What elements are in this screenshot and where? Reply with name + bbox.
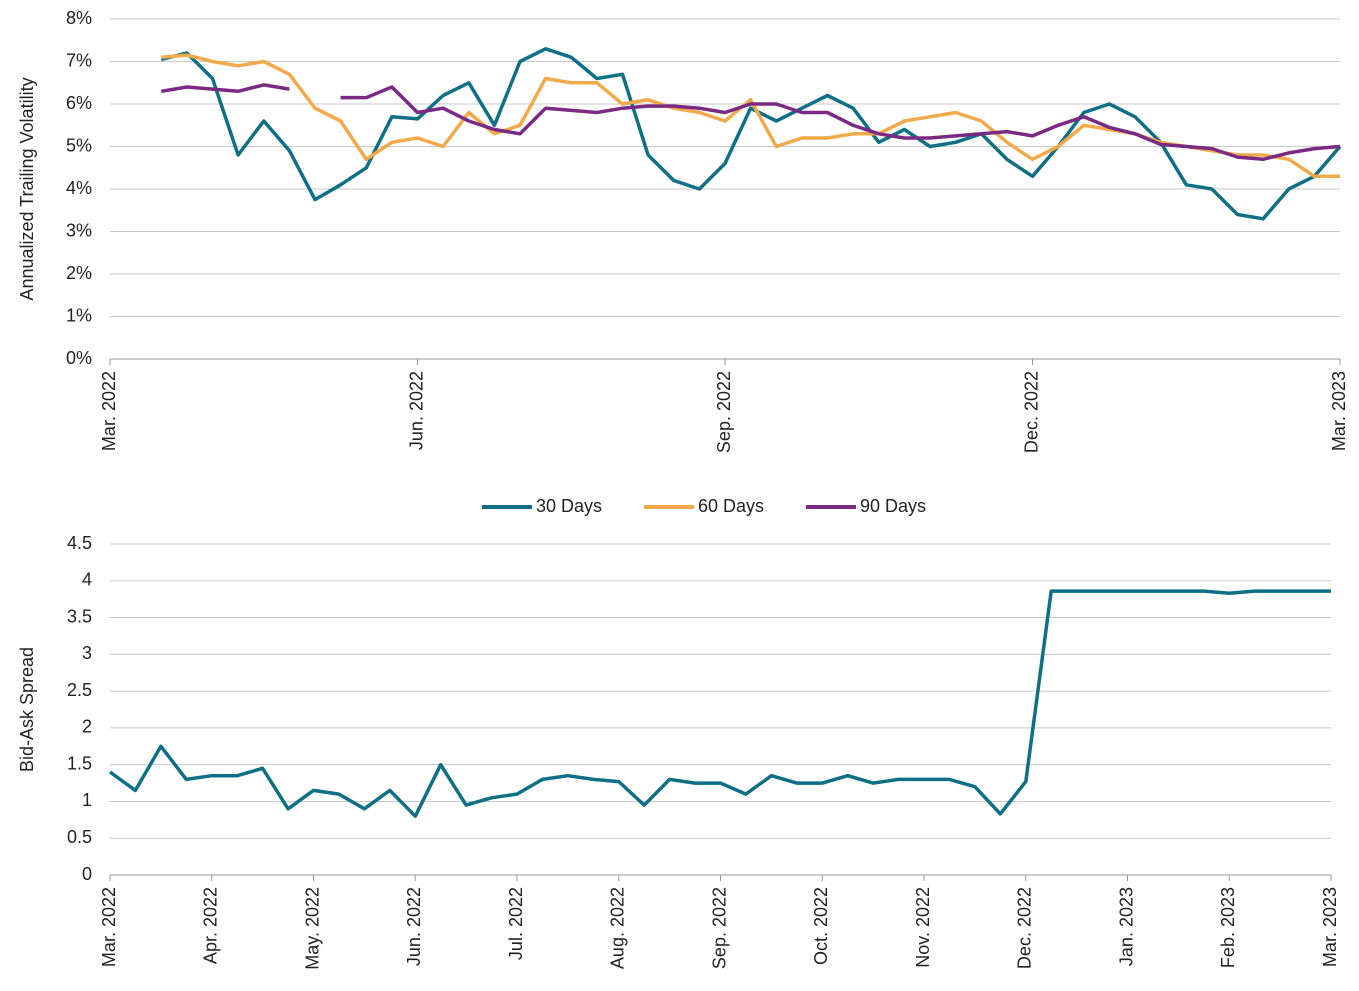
legend-label: 90 Days <box>860 496 926 516</box>
y-tick-label: 2.5 <box>67 680 92 700</box>
y-tick-label: 1.5 <box>67 753 92 773</box>
series-line <box>108 589 1331 818</box>
y-tick-label: 5% <box>66 135 92 155</box>
x-tick-label: Mar. 2022 <box>99 371 119 451</box>
y-tick-label: 1% <box>66 305 92 325</box>
legend-label: 60 Days <box>698 496 764 516</box>
y-tick-label: 0.5 <box>67 827 92 847</box>
x-tick-label: May. 2022 <box>302 887 322 970</box>
y-tick-label: 2 <box>82 717 92 737</box>
x-tick-label: Jun. 2022 <box>406 371 426 450</box>
x-tick-label: Sep. 2022 <box>714 371 734 453</box>
y-tick-label: 1 <box>82 790 92 810</box>
x-tick-label: Jun. 2022 <box>404 887 424 966</box>
y-tick-label: 4 <box>82 570 92 590</box>
x-tick-label: Jan. 2023 <box>1116 887 1136 966</box>
x-tick-label: Dec. 2022 <box>1021 371 1041 453</box>
x-tick-label: Mar. 2023 <box>1320 887 1340 967</box>
y-tick-label: 3 <box>82 643 92 663</box>
x-tick-label: Mar. 2023 <box>1329 371 1349 451</box>
y-tick-label: 7% <box>66 50 92 70</box>
x-tick-label: Apr. 2022 <box>201 887 221 964</box>
x-tick-label: Feb. 2023 <box>1218 887 1238 968</box>
y-tick-label: 3.5 <box>67 606 92 626</box>
y-tick-label: 6% <box>66 93 92 113</box>
y-tick-label: 0% <box>66 348 92 368</box>
x-tick-label: Oct. 2022 <box>811 887 831 965</box>
y-axis-title: Annualized Trailing Volatility <box>17 77 37 300</box>
legend-label: 30 Days <box>536 496 602 516</box>
x-tick-label: Jul. 2022 <box>506 887 526 960</box>
y-tick-label: 3% <box>66 220 92 240</box>
y-tick-label: 8% <box>66 8 92 28</box>
y-tick-label: 4.5 <box>67 533 92 553</box>
series-line <box>161 53 1340 179</box>
x-tick-label: Mar. 2022 <box>99 887 119 967</box>
y-tick-label: 0 <box>82 864 92 884</box>
y-tick-label: 4% <box>66 178 92 198</box>
y-axis-title: Bid-Ask Spread <box>17 647 37 772</box>
x-tick-label: Dec. 2022 <box>1015 887 1035 969</box>
series-line <box>160 47 1342 221</box>
y-tick-label: 2% <box>66 263 92 283</box>
series-line <box>161 83 1341 162</box>
x-tick-label: Sep. 2022 <box>709 887 729 969</box>
x-tick-label: Nov. 2022 <box>913 887 933 968</box>
x-tick-label: Aug. 2022 <box>608 887 628 969</box>
